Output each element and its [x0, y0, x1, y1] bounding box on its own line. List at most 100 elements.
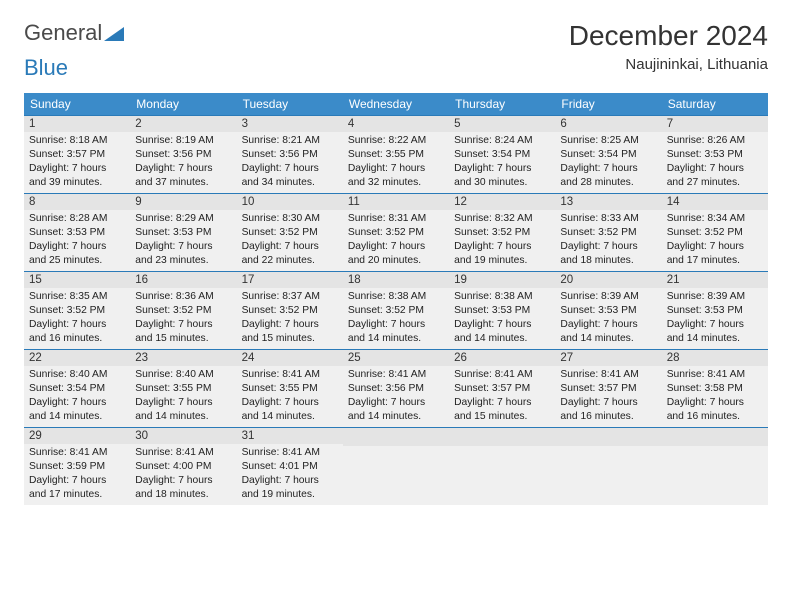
weekday-header: Sunday: [24, 93, 130, 115]
day-number: 21: [662, 272, 768, 288]
day-content: Sunrise: 8:25 AMSunset: 3:54 PMDaylight:…: [555, 132, 661, 194]
day-cell: 21Sunrise: 8:39 AMSunset: 3:53 PMDayligh…: [662, 271, 768, 349]
day-cell: 8Sunrise: 8:28 AMSunset: 3:53 PMDaylight…: [24, 193, 130, 271]
day-content: Sunrise: 8:34 AMSunset: 3:52 PMDaylight:…: [662, 210, 768, 272]
day-content: Sunrise: 8:26 AMSunset: 3:53 PMDaylight:…: [662, 132, 768, 194]
day-content: Sunrise: 8:36 AMSunset: 3:52 PMDaylight:…: [130, 288, 236, 350]
day-content: Sunrise: 8:41 AMSunset: 3:56 PMDaylight:…: [343, 366, 449, 428]
day-content: Sunrise: 8:19 AMSunset: 3:56 PMDaylight:…: [130, 132, 236, 194]
day-number: 31: [237, 428, 343, 444]
logo: General: [24, 20, 124, 46]
day-cell: 25Sunrise: 8:41 AMSunset: 3:56 PMDayligh…: [343, 349, 449, 427]
day-content: Sunrise: 8:38 AMSunset: 3:52 PMDaylight:…: [343, 288, 449, 350]
day-number: 29: [24, 428, 130, 444]
day-cell: 14Sunrise: 8:34 AMSunset: 3:52 PMDayligh…: [662, 193, 768, 271]
day-content: Sunrise: 8:41 AMSunset: 4:00 PMDaylight:…: [130, 444, 236, 506]
empty-cell: [555, 427, 661, 505]
day-number: 1: [24, 116, 130, 132]
day-cell: 15Sunrise: 8:35 AMSunset: 3:52 PMDayligh…: [24, 271, 130, 349]
day-number: 7: [662, 116, 768, 132]
day-content: Sunrise: 8:41 AMSunset: 3:57 PMDaylight:…: [555, 366, 661, 428]
day-cell: 18Sunrise: 8:38 AMSunset: 3:52 PMDayligh…: [343, 271, 449, 349]
day-cell: 6Sunrise: 8:25 AMSunset: 3:54 PMDaylight…: [555, 115, 661, 193]
day-content: Sunrise: 8:18 AMSunset: 3:57 PMDaylight:…: [24, 132, 130, 194]
day-cell: 1Sunrise: 8:18 AMSunset: 3:57 PMDaylight…: [24, 115, 130, 193]
logo-text-blue: Blue: [24, 55, 768, 81]
weekday-header: Friday: [555, 93, 661, 115]
day-cell: 16Sunrise: 8:36 AMSunset: 3:52 PMDayligh…: [130, 271, 236, 349]
day-number: 18: [343, 272, 449, 288]
day-cell: 19Sunrise: 8:38 AMSunset: 3:53 PMDayligh…: [449, 271, 555, 349]
day-content: Sunrise: 8:33 AMSunset: 3:52 PMDaylight:…: [555, 210, 661, 272]
day-content: Sunrise: 8:24 AMSunset: 3:54 PMDaylight:…: [449, 132, 555, 194]
day-number: 25: [343, 350, 449, 366]
calendar-week-row: 22Sunrise: 8:40 AMSunset: 3:54 PMDayligh…: [24, 349, 768, 427]
empty-cell: [662, 427, 768, 505]
day-number: 22: [24, 350, 130, 366]
calendar-table: SundayMondayTuesdayWednesdayThursdayFrid…: [24, 93, 768, 505]
day-number: 10: [237, 194, 343, 210]
day-cell: 27Sunrise: 8:41 AMSunset: 3:57 PMDayligh…: [555, 349, 661, 427]
weekday-header: Monday: [130, 93, 236, 115]
day-content: Sunrise: 8:39 AMSunset: 3:53 PMDaylight:…: [555, 288, 661, 350]
day-cell: 17Sunrise: 8:37 AMSunset: 3:52 PMDayligh…: [237, 271, 343, 349]
month-title: December 2024: [569, 20, 768, 52]
calendar-body: 1Sunrise: 8:18 AMSunset: 3:57 PMDaylight…: [24, 115, 768, 505]
day-number: 28: [662, 350, 768, 366]
day-cell: 28Sunrise: 8:41 AMSunset: 3:58 PMDayligh…: [662, 349, 768, 427]
day-cell: 30Sunrise: 8:41 AMSunset: 4:00 PMDayligh…: [130, 427, 236, 505]
day-number: 19: [449, 272, 555, 288]
day-number: 14: [662, 194, 768, 210]
day-number: 23: [130, 350, 236, 366]
day-cell: 5Sunrise: 8:24 AMSunset: 3:54 PMDaylight…: [449, 115, 555, 193]
day-cell: 24Sunrise: 8:41 AMSunset: 3:55 PMDayligh…: [237, 349, 343, 427]
day-cell: 9Sunrise: 8:29 AMSunset: 3:53 PMDaylight…: [130, 193, 236, 271]
day-content: Sunrise: 8:41 AMSunset: 3:55 PMDaylight:…: [237, 366, 343, 428]
day-content: Sunrise: 8:35 AMSunset: 3:52 PMDaylight:…: [24, 288, 130, 350]
logo-triangle-icon: [104, 25, 124, 41]
calendar-week-row: 8Sunrise: 8:28 AMSunset: 3:53 PMDaylight…: [24, 193, 768, 271]
day-content: Sunrise: 8:37 AMSunset: 3:52 PMDaylight:…: [237, 288, 343, 350]
day-content: Sunrise: 8:39 AMSunset: 3:53 PMDaylight:…: [662, 288, 768, 350]
day-content: Sunrise: 8:40 AMSunset: 3:55 PMDaylight:…: [130, 366, 236, 428]
day-content: Sunrise: 8:38 AMSunset: 3:53 PMDaylight:…: [449, 288, 555, 350]
day-number: 13: [555, 194, 661, 210]
day-number: 20: [555, 272, 661, 288]
day-number: 16: [130, 272, 236, 288]
day-number: 24: [237, 350, 343, 366]
day-content: Sunrise: 8:28 AMSunset: 3:53 PMDaylight:…: [24, 210, 130, 272]
logo-text-gray: General: [24, 20, 102, 46]
day-number: 9: [130, 194, 236, 210]
calendar-week-row: 29Sunrise: 8:41 AMSunset: 3:59 PMDayligh…: [24, 427, 768, 505]
day-number: 5: [449, 116, 555, 132]
day-content: Sunrise: 8:41 AMSunset: 3:57 PMDaylight:…: [449, 366, 555, 428]
day-cell: 10Sunrise: 8:30 AMSunset: 3:52 PMDayligh…: [237, 193, 343, 271]
day-cell: 11Sunrise: 8:31 AMSunset: 3:52 PMDayligh…: [343, 193, 449, 271]
day-number: 12: [449, 194, 555, 210]
day-content: Sunrise: 8:40 AMSunset: 3:54 PMDaylight:…: [24, 366, 130, 428]
day-cell: 23Sunrise: 8:40 AMSunset: 3:55 PMDayligh…: [130, 349, 236, 427]
day-cell: 7Sunrise: 8:26 AMSunset: 3:53 PMDaylight…: [662, 115, 768, 193]
day-content: Sunrise: 8:32 AMSunset: 3:52 PMDaylight:…: [449, 210, 555, 272]
day-cell: 20Sunrise: 8:39 AMSunset: 3:53 PMDayligh…: [555, 271, 661, 349]
day-cell: 12Sunrise: 8:32 AMSunset: 3:52 PMDayligh…: [449, 193, 555, 271]
day-number: 15: [24, 272, 130, 288]
day-content: Sunrise: 8:21 AMSunset: 3:56 PMDaylight:…: [237, 132, 343, 194]
day-cell: 29Sunrise: 8:41 AMSunset: 3:59 PMDayligh…: [24, 427, 130, 505]
weekday-header: Saturday: [662, 93, 768, 115]
day-content: Sunrise: 8:31 AMSunset: 3:52 PMDaylight:…: [343, 210, 449, 272]
calendar-week-row: 15Sunrise: 8:35 AMSunset: 3:52 PMDayligh…: [24, 271, 768, 349]
day-content: Sunrise: 8:22 AMSunset: 3:55 PMDaylight:…: [343, 132, 449, 194]
day-content: Sunrise: 8:41 AMSunset: 3:59 PMDaylight:…: [24, 444, 130, 506]
day-content: Sunrise: 8:41 AMSunset: 4:01 PMDaylight:…: [237, 444, 343, 506]
calendar-week-row: 1Sunrise: 8:18 AMSunset: 3:57 PMDaylight…: [24, 115, 768, 193]
empty-cell: [449, 427, 555, 505]
day-number: 30: [130, 428, 236, 444]
day-content: Sunrise: 8:30 AMSunset: 3:52 PMDaylight:…: [237, 210, 343, 272]
day-number: 17: [237, 272, 343, 288]
day-number: 8: [24, 194, 130, 210]
day-content: Sunrise: 8:41 AMSunset: 3:58 PMDaylight:…: [662, 366, 768, 428]
day-cell: 31Sunrise: 8:41 AMSunset: 4:01 PMDayligh…: [237, 427, 343, 505]
day-number: 26: [449, 350, 555, 366]
day-number: 2: [130, 116, 236, 132]
